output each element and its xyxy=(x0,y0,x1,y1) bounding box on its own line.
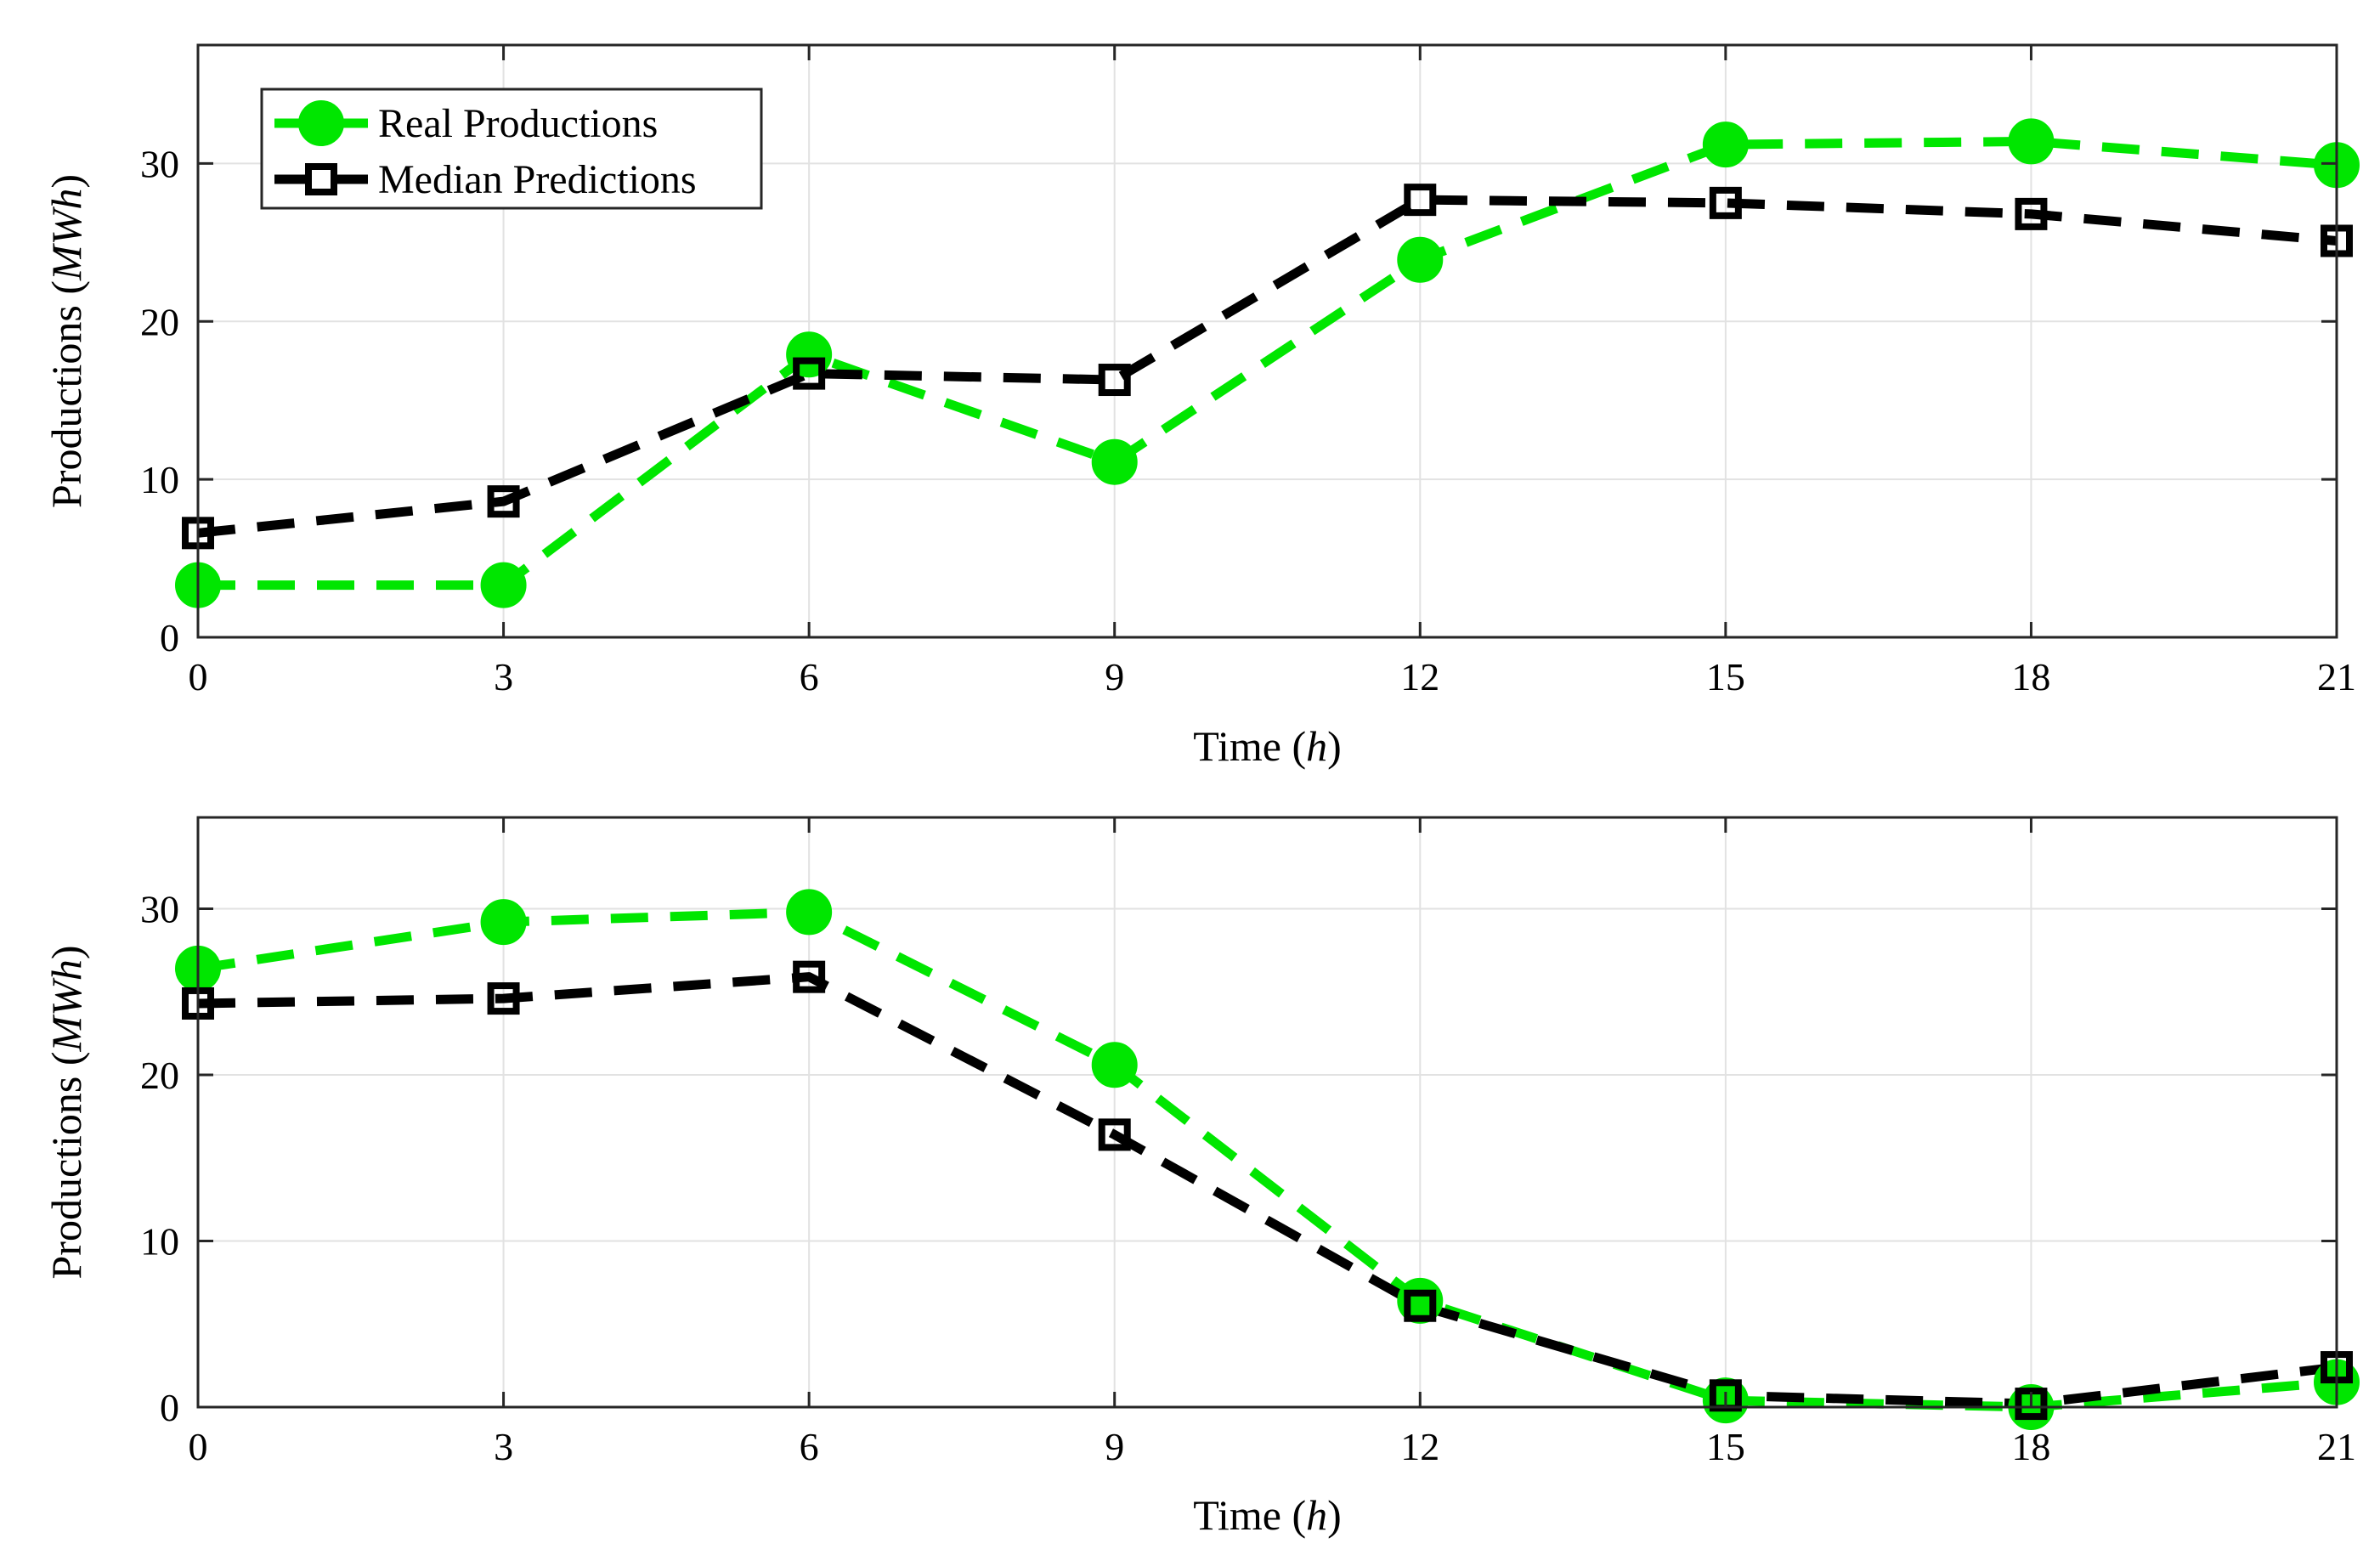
axes-box xyxy=(196,816,2338,1409)
data-point-median-predictions xyxy=(1098,364,1131,397)
data-point-real-productions xyxy=(1397,236,1444,283)
data-point-real-productions xyxy=(786,889,833,936)
series-line-median-predictions xyxy=(197,195,2338,538)
y-tick-label: 0 xyxy=(160,616,179,659)
x-tick-label: 3 xyxy=(494,1425,513,1468)
data-point-median-predictions xyxy=(487,982,520,1015)
plot-area xyxy=(198,817,2337,1407)
y-tick-label: 10 xyxy=(140,458,179,501)
x-axis-label: Time (h) xyxy=(1193,722,1342,770)
y-axis-label: Productions (MWh) xyxy=(42,945,90,1279)
legend: Real Productions Median Predictions xyxy=(260,88,763,210)
y-axis-label: Productions (MWh) xyxy=(42,174,90,508)
data-point-real-productions xyxy=(480,562,527,608)
data-point-real-productions xyxy=(1091,438,1138,485)
y-tick-label: 0 xyxy=(160,1386,179,1429)
data-point-real-productions xyxy=(480,899,527,946)
y-tick-label: 30 xyxy=(140,888,179,931)
legend-box xyxy=(260,88,763,210)
data-point-median-predictions xyxy=(793,960,826,993)
data-point-real-productions xyxy=(1091,1042,1138,1088)
data-point-real-productions xyxy=(2008,118,2055,165)
data-point-median-predictions xyxy=(1404,184,1437,217)
x-tick-label: 6 xyxy=(800,655,819,698)
x-tick-label: 0 xyxy=(189,1425,208,1468)
data-point-median-predictions xyxy=(1709,186,1742,219)
data-point-median-predictions xyxy=(487,485,520,518)
legend-marker-real-productions xyxy=(298,100,344,146)
legend-label-median-predictions: Median Predictions xyxy=(378,157,697,202)
x-tick-label: 0 xyxy=(189,655,208,698)
data-point-real-productions xyxy=(1702,122,1749,168)
chart-panel-2: 0 3 6 9 12 15 18 21 0 10 20 30 Time (h) Productions (… xyxy=(42,816,2360,1539)
x-tick-label: 18 xyxy=(2011,655,2050,698)
x-tick-label: 21 xyxy=(2317,655,2356,698)
axes-box xyxy=(196,43,2338,639)
x-tick-label: 6 xyxy=(800,1425,819,1468)
x-tick-label: 18 xyxy=(2011,1425,2050,1468)
y-tick-label: 20 xyxy=(140,300,179,343)
x-tick-label: 15 xyxy=(1706,655,1745,698)
data-point-median-predictions xyxy=(793,357,826,390)
series-line-median-predictions xyxy=(197,972,2338,1409)
chart-panel-1: 0 3 6 9 12 15 18 21 0 10 20 30 Time (h) Productions (… xyxy=(42,43,2360,770)
x-tick-label: 12 xyxy=(1400,655,1439,698)
x-tick-label: 3 xyxy=(494,655,513,698)
y-tick-label: 20 xyxy=(140,1054,179,1097)
x-tick-label: 9 xyxy=(1105,655,1124,698)
x-tick-label: 12 xyxy=(1400,1425,1439,1468)
legend-marker-median-predictions xyxy=(305,163,337,195)
data-point-median-predictions xyxy=(2015,1388,2048,1421)
data-point-median-predictions xyxy=(1098,1118,1131,1151)
legend-label-real-productions: Real Productions xyxy=(378,101,658,146)
series-line-real-productions xyxy=(198,136,2338,591)
y-tick-label: 10 xyxy=(140,1220,179,1264)
data-point-median-predictions xyxy=(2015,197,2048,230)
x-tick-label: 9 xyxy=(1105,1425,1124,1468)
x-tick-label: 15 xyxy=(1706,1425,1745,1468)
x-axis-label: Time (h) xyxy=(1193,1491,1342,1539)
x-tick-label: 21 xyxy=(2317,1425,2356,1468)
data-point-median-predictions xyxy=(1404,1289,1437,1322)
y-tick-label: 30 xyxy=(140,142,179,185)
